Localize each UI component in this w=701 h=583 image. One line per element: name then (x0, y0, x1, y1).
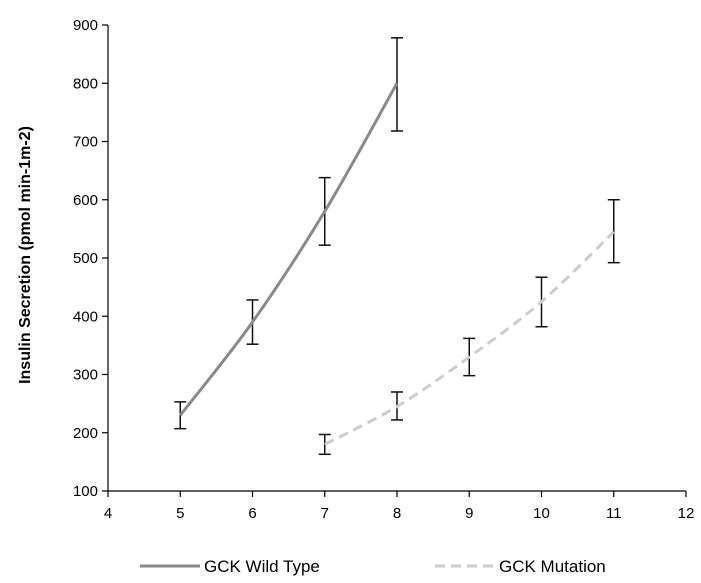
y-tick-label: 100 (73, 483, 98, 500)
y-tick-label: 400 (73, 308, 98, 325)
legend-item: GCK Wild Type (140, 557, 320, 576)
y-tick-label: 900 (73, 17, 98, 34)
x-tick-label: 6 (248, 505, 256, 522)
x-tick-label: 7 (321, 505, 329, 522)
x-tick-label: 9 (465, 505, 473, 522)
series-line-mutation (324, 230, 615, 446)
x-tick-label: 12 (678, 505, 695, 522)
series-lines (179, 82, 615, 446)
y-tick-label: 700 (73, 134, 98, 151)
y-tick-label: 800 (73, 75, 98, 92)
error-bars (174, 37, 620, 456)
legend: GCK Wild Type GCK Mutation (140, 557, 606, 576)
error-bar (607, 199, 620, 264)
y-tick-label: 500 (73, 250, 98, 267)
y-tick-label: 300 (73, 367, 98, 384)
series-line-wild-type (179, 82, 399, 417)
y-tick-label: 200 (73, 425, 98, 442)
x-tick-label: 4 (104, 505, 112, 522)
y-axis-title-group: Insulin Secretion (pmol min-1m-2) (17, 126, 34, 384)
legend-label: GCK Mutation (499, 557, 606, 576)
legend-item: GCK Mutation (435, 557, 606, 576)
x-tick-label: 10 (533, 505, 550, 522)
x-tick-label: 8 (393, 505, 401, 522)
x-tick-label: 5 (176, 505, 184, 522)
y-tick-label: 600 (73, 192, 98, 209)
x-tick-label: 11 (606, 505, 622, 522)
ticks: 100 200 300 400 500 600 700 800 900 4 5 6 7 8 9 10 11 12 (73, 17, 694, 522)
legend-label: GCK Wild Type (204, 557, 320, 576)
y-axis-title: Insulin Secretion (pmol min-1m-2) (17, 126, 34, 384)
